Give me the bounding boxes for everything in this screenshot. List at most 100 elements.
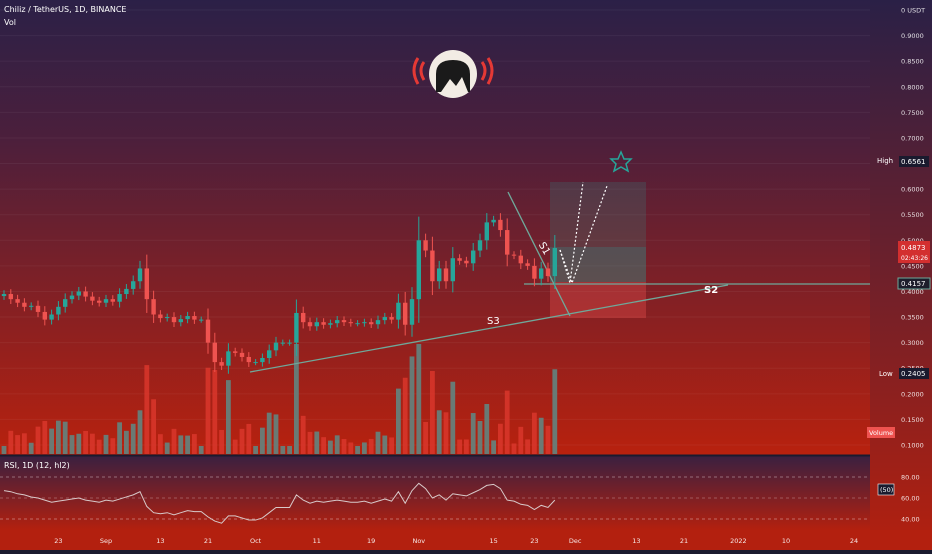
volume-bar <box>314 431 320 454</box>
candle-body <box>151 299 156 315</box>
volume-bar <box>22 433 27 454</box>
candle-body <box>158 314 163 319</box>
volume-bar <box>511 443 517 454</box>
volume-bar <box>110 438 116 454</box>
volume-bar <box>409 356 415 454</box>
candle-body <box>464 260 469 264</box>
volume-bar <box>239 428 245 454</box>
volume-bar <box>518 426 524 454</box>
volume-bar <box>382 435 388 454</box>
candle-body <box>511 254 517 256</box>
volume-bar <box>90 433 95 454</box>
candle-body <box>137 268 143 282</box>
time-axis[interactable]: 23 Sep 13 21 Oct 11 19 Nov 15 23 Dec 13 21 2022 10 24 <box>54 537 858 545</box>
volume-bar <box>62 421 68 454</box>
volume-bar <box>273 414 279 454</box>
price-tick-label: 0.4000 <box>901 288 924 296</box>
time-tick-label: 10 <box>782 537 790 545</box>
volume-bar <box>491 440 496 454</box>
time-tick-label: 21 <box>680 537 688 545</box>
trendline-s1[interactable] <box>507 191 571 317</box>
volume-bar <box>69 435 75 454</box>
candle-body <box>280 342 285 344</box>
volume-bar <box>280 446 286 454</box>
candle-body <box>117 294 122 302</box>
volume-bar <box>430 371 435 454</box>
rsi-tick-label: 80.00 <box>901 474 920 482</box>
volume-bar <box>545 425 551 454</box>
candle-body <box>518 255 523 264</box>
volume-bar <box>192 434 197 454</box>
candle-body <box>505 230 510 255</box>
volume-bar <box>42 421 48 454</box>
candle-body <box>246 356 251 363</box>
candle-body <box>42 311 47 320</box>
volume-bar <box>260 427 265 454</box>
candle-body <box>430 250 435 282</box>
price-tick-label: 0.7000 <box>901 134 924 142</box>
candle-body <box>15 299 20 303</box>
time-tick-label: 13 <box>156 537 164 545</box>
volume-bar <box>28 442 34 454</box>
volume-bar <box>178 435 184 454</box>
low-price-tag <box>899 368 929 379</box>
candle-body <box>69 295 75 300</box>
candle-body <box>355 323 360 325</box>
time-tick-label: Nov <box>412 537 425 545</box>
symbol-title[interactable]: Chiliz / TetherUS, 1D, BINANCE <box>4 5 126 14</box>
candle-body <box>382 317 387 321</box>
volume-indicator-label[interactable]: Vol <box>4 18 16 27</box>
price-tick-label: 0 USDT <box>901 7 925 15</box>
volume-bar <box>124 430 129 454</box>
price-tick-label: 0.8500 <box>901 58 924 66</box>
price-tick-label: 0.9000 <box>901 32 924 40</box>
volume-bar <box>1 446 7 454</box>
candle-body <box>110 299 115 302</box>
time-tick-label: Dec <box>569 537 582 545</box>
candle-body <box>450 258 455 282</box>
volume-bar <box>348 442 354 454</box>
volume-bar <box>96 439 102 454</box>
price-tick-label: 0.7500 <box>901 109 924 117</box>
volume-bar <box>443 412 449 454</box>
brand-logo <box>412 50 494 98</box>
volume-bar <box>287 446 292 454</box>
volume-bar <box>137 410 143 454</box>
candle-body <box>83 291 88 297</box>
rsi-axis[interactable]: 80.00 60.00 40.00 <box>901 474 920 524</box>
volume-bar <box>504 390 510 454</box>
candle-body <box>171 317 177 323</box>
candle-body <box>443 268 449 282</box>
rsi-line <box>3 482 556 524</box>
volume-bar <box>49 428 54 454</box>
candle-body <box>477 240 483 251</box>
price-axis-background <box>870 0 932 550</box>
volume-bar <box>307 431 313 454</box>
volume-bar <box>402 377 408 454</box>
volume-bar <box>464 439 469 454</box>
label-s3: S3 <box>487 316 500 327</box>
support-price-value: 0.4157 <box>901 280 926 288</box>
volume-bar <box>355 446 360 454</box>
candle-body <box>409 299 415 325</box>
candle-body <box>131 281 136 289</box>
candle-body <box>22 302 27 307</box>
volume-bar <box>552 369 558 454</box>
time-tick-label: 23 <box>530 537 538 545</box>
candle-body <box>178 319 183 323</box>
rsi-tick-label: 60.00 <box>901 495 920 503</box>
candle-body <box>8 294 13 300</box>
candle-body <box>233 351 238 353</box>
volume-bar <box>232 439 238 454</box>
trendline-s3[interactable] <box>249 284 729 373</box>
candle-body <box>539 268 544 279</box>
candle-body <box>369 322 374 325</box>
volume-bar <box>375 431 381 454</box>
candle-body <box>423 240 428 251</box>
candle-body <box>103 299 109 303</box>
candle-body <box>301 312 306 323</box>
candle-body <box>389 317 394 320</box>
rsi-indicator-label[interactable]: RSI, 1D (12, hl2) <box>4 461 70 470</box>
